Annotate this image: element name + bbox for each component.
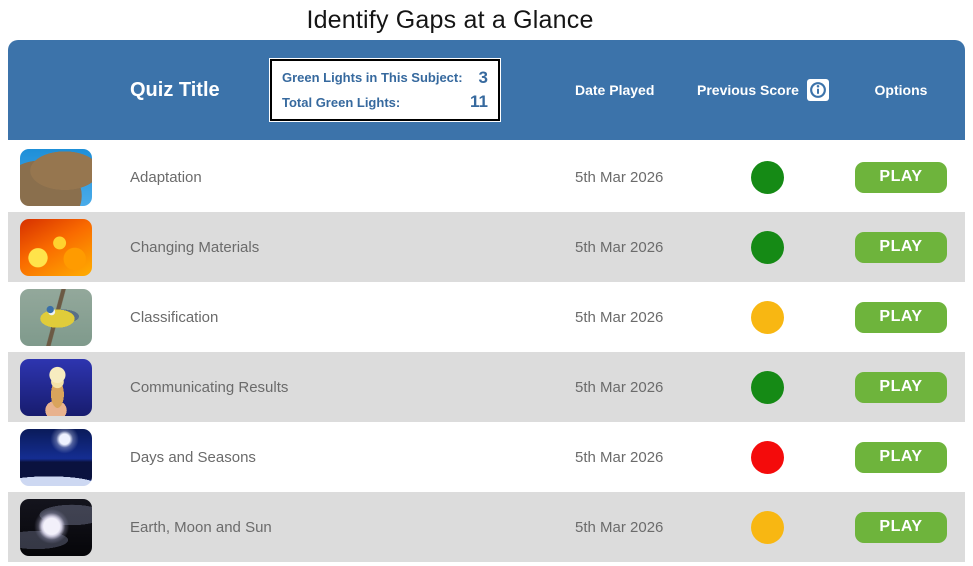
play-button[interactable]: PLAY [855, 161, 947, 193]
previous-score-indicator [750, 510, 784, 544]
date-played: 5th Mar 2026 [575, 448, 664, 466]
stat-label: Green Lights in This Subject: [282, 70, 463, 86]
quiz-row: Classification 5th Mar 2026 PLAY [8, 282, 965, 352]
date-played: 5th Mar 2026 [575, 238, 664, 256]
info-icon[interactable] [806, 79, 829, 101]
quiz-row: Earth, Moon and Sun 5th Mar 2026 PLAY [8, 492, 965, 562]
quiz-title: Earth, Moon and Sun [130, 518, 272, 536]
quiz-row: Communicating Results 5th Mar 2026 PLAY [8, 352, 965, 422]
stat-subject-green-lights: Green Lights in This Subject: 3 [282, 68, 488, 88]
quiz-row: Adaptation 5th Mar 2026 PLAY [8, 142, 965, 212]
quiz-title: Changing Materials [130, 238, 260, 256]
play-button[interactable]: PLAY [855, 301, 947, 333]
date-played: 5th Mar 2026 [575, 308, 664, 326]
quiz-table: Quiz Title Green Lights in This Subject:… [8, 40, 965, 562]
quiz-row: Changing Materials 5th Mar 2026 PLAY [8, 212, 965, 282]
column-quiz-title: Quiz Title [130, 78, 220, 101]
play-button[interactable]: PLAY [855, 371, 947, 403]
previous-score-indicator [750, 230, 784, 264]
date-played: 5th Mar 2026 [575, 518, 664, 536]
quiz-title: Adaptation [130, 168, 202, 186]
play-button[interactable]: PLAY [855, 231, 947, 263]
play-button[interactable]: PLAY [855, 441, 947, 473]
page-title: Identify Gaps at a Glance [306, 6, 594, 34]
quiz-title: Communicating Results [130, 378, 289, 396]
stat-value: 11 [470, 92, 488, 112]
quiz-title: Classification [130, 308, 219, 326]
quiz-thumbnail [20, 218, 92, 276]
quiz-thumbnail [20, 358, 92, 416]
date-played: 5th Mar 2026 [575, 168, 664, 186]
stat-value: 3 [478, 67, 488, 87]
previous-score-indicator [750, 160, 784, 194]
quiz-thumbnail [20, 148, 92, 206]
quiz-list: Adaptation 5th Mar 2026 PLAY Changing Ma… [8, 142, 965, 562]
quiz-thumbnail [20, 428, 92, 486]
stat-label: Total Green Lights: [282, 94, 401, 110]
column-date-played: Date Played [575, 82, 655, 98]
column-previous-score: Previous Score [697, 82, 799, 98]
table-header: Quiz Title Green Lights in This Subject:… [8, 40, 965, 140]
green-lights-summary: Green Lights in This Subject: 3 Total Gr… [269, 58, 501, 122]
previous-score-indicator [750, 440, 784, 474]
play-button[interactable]: PLAY [855, 511, 947, 543]
quiz-thumbnail [20, 498, 92, 556]
quiz-row: Days and Seasons 5th Mar 2026 PLAY [8, 422, 965, 492]
column-options: Options [874, 82, 928, 98]
previous-score-indicator [750, 370, 784, 404]
quiz-title: Days and Seasons [130, 448, 256, 466]
stat-total-green-lights: Total Green Lights: 11 [282, 92, 488, 112]
quiz-thumbnail [20, 288, 92, 346]
date-played: 5th Mar 2026 [575, 378, 664, 396]
previous-score-indicator [750, 300, 784, 334]
